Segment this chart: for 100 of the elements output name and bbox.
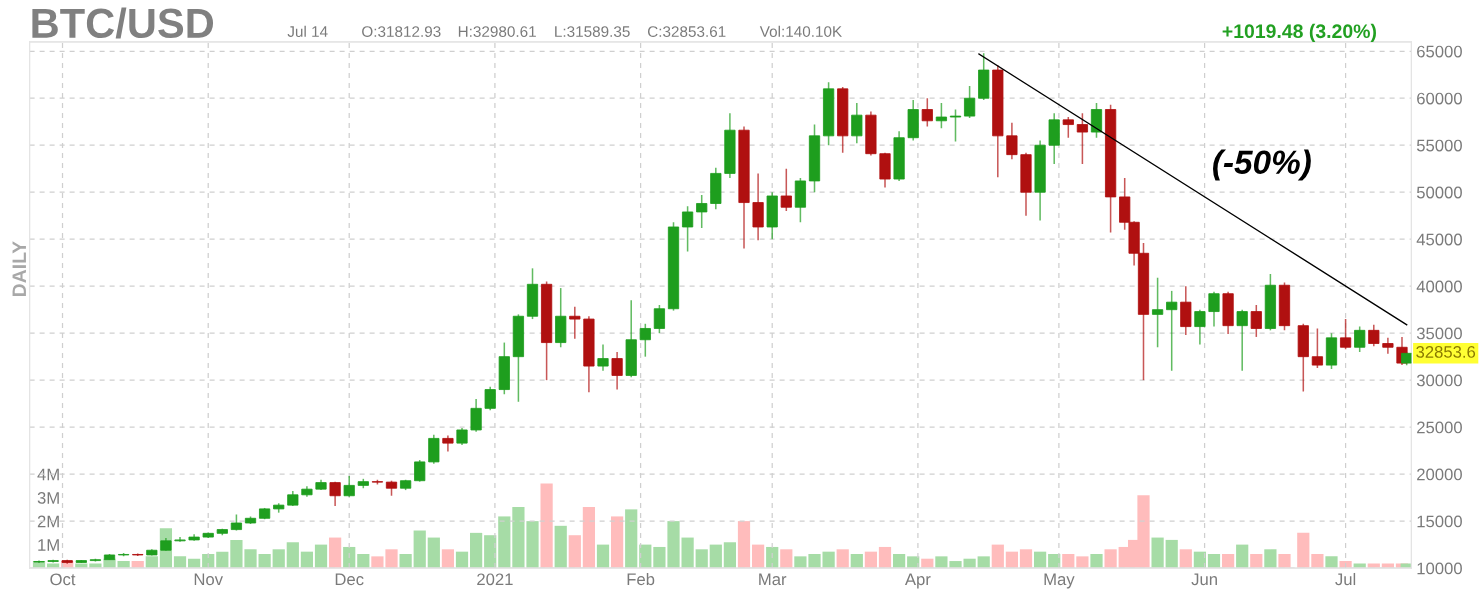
- text: C:32853.61: [647, 26, 726, 37]
- bar: [1311, 554, 1324, 569]
- bar: [1076, 556, 1089, 569]
- bar: [1221, 554, 1235, 569]
- candlestick: [1382, 337, 1394, 355]
- candlestick: [1090, 102, 1103, 139]
- x-tick-label: Oct: [50, 573, 76, 586]
- bar: [611, 516, 624, 569]
- bar: [752, 544, 765, 569]
- bar: [1236, 544, 1249, 569]
- bar: [864, 551, 878, 569]
- bar: [1179, 549, 1192, 569]
- candlestick: [1368, 323, 1380, 348]
- bar: [258, 554, 271, 569]
- candlestick: [1250, 304, 1262, 338]
- y-tick-label: 45000: [1416, 233, 1462, 246]
- bar: [723, 542, 737, 569]
- annotation: (-50%): [1213, 149, 1311, 181]
- bar: [455, 551, 469, 569]
- candlestick: [1152, 276, 1164, 349]
- text: Vol:140.10K: [759, 25, 842, 37]
- x-tick-label: 2021: [477, 573, 513, 586]
- y-tick-label: 55000: [1416, 139, 1462, 152]
- candlestick: [1354, 325, 1366, 353]
- candlestick: [851, 102, 863, 145]
- bar: [737, 521, 751, 569]
- chart-title: BTC/USD: [32, 7, 214, 39]
- bar: [1165, 539, 1178, 569]
- bar: [399, 554, 412, 569]
- bar: [878, 546, 892, 569]
- x-tick-label: May: [1044, 573, 1075, 589]
- y-tick-label: 65000: [1417, 45, 1462, 58]
- candlestick: [484, 385, 496, 411]
- x-tick-label: Apr: [904, 573, 931, 589]
- candlestick: [1340, 318, 1352, 350]
- bar: [582, 507, 596, 569]
- bar: [1019, 549, 1033, 569]
- y-tick-label: 15000: [1417, 515, 1462, 528]
- x-tick-label: Mar: [759, 573, 787, 586]
- bar: [596, 544, 610, 569]
- candlestick: [1194, 308, 1206, 346]
- bar: [568, 535, 581, 569]
- candlestick: [921, 97, 933, 128]
- candlestick: [470, 398, 482, 433]
- bar: [314, 544, 328, 569]
- bar: [836, 549, 849, 569]
- y-tick-label: 10000: [1417, 562, 1462, 575]
- y-tick-label: 50000: [1416, 186, 1462, 199]
- candlestick: [780, 167, 792, 212]
- bar: [695, 549, 708, 569]
- y-tick-label: 60000: [1417, 92, 1462, 105]
- y-tick-label: 25000: [1417, 421, 1462, 434]
- bar: [1264, 549, 1277, 569]
- bar: [1062, 554, 1075, 569]
- bar: [1325, 556, 1338, 569]
- text: DAILY: [12, 241, 26, 297]
- x-tick-label: Jul: [1335, 572, 1356, 586]
- candlestick: [949, 108, 962, 143]
- bar: [1090, 554, 1103, 569]
- bar: [173, 556, 187, 569]
- y-tick-label: 40000: [1416, 280, 1462, 293]
- bar: [286, 542, 299, 569]
- text: Jul 14: [287, 25, 328, 37]
- y2-tick-label: 4M: [37, 468, 59, 481]
- candlestick: [414, 459, 426, 483]
- candlestick: [935, 102, 947, 130]
- candlestick: [329, 480, 341, 507]
- bar: [413, 530, 426, 569]
- candlestick: [597, 343, 609, 372]
- candlestick: [1208, 291, 1220, 328]
- bar: [441, 549, 455, 569]
- candlestick: [696, 194, 708, 229]
- bar: [329, 537, 342, 569]
- bar: [357, 554, 370, 569]
- x-tick-label: Nov: [194, 573, 223, 586]
- candlestick: [1311, 327, 1323, 369]
- y-tick-label: 35000: [1416, 327, 1462, 340]
- bar: [216, 551, 229, 569]
- bar: [272, 549, 285, 569]
- y-tick-label: 20000: [1417, 468, 1462, 481]
- text: H:32980.61: [458, 26, 536, 37]
- candlestick: [428, 433, 440, 465]
- y2-tick-label: 2M: [37, 515, 59, 528]
- candlestick: [653, 304, 665, 334]
- bar: [1250, 554, 1263, 569]
- bar: [554, 525, 567, 569]
- bar: [1278, 554, 1291, 569]
- bar: [991, 544, 1004, 569]
- bar: [1151, 537, 1164, 569]
- y2-tick-label: 1M: [38, 539, 59, 551]
- x-tick-label: Feb: [627, 572, 655, 586]
- bar: [1297, 532, 1310, 569]
- candlestick: [682, 205, 694, 253]
- bar: [540, 483, 553, 569]
- text: O:31812.93: [362, 26, 441, 37]
- candlestick: [611, 351, 623, 391]
- candlestick: [569, 306, 581, 340]
- bar: [977, 556, 990, 569]
- bar: [470, 532, 483, 569]
- bar: [145, 556, 158, 569]
